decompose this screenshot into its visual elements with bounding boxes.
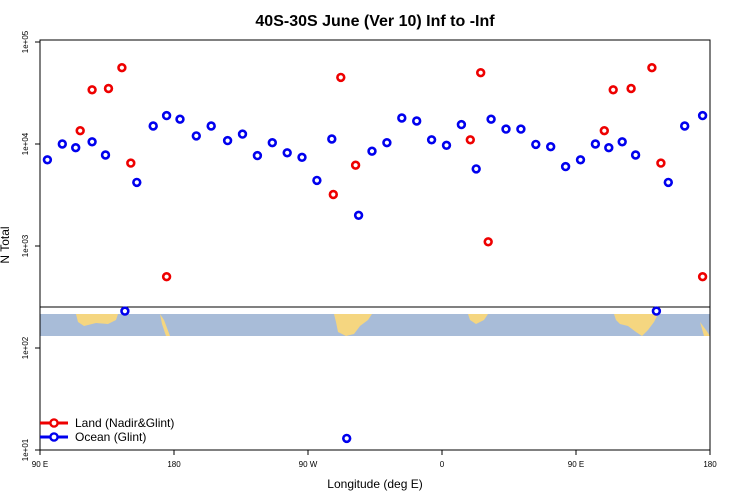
ocean-point — [651, 306, 662, 316]
ocean-point — [57, 139, 67, 149]
data-points — [42, 62, 708, 444]
ocean-point — [87, 137, 97, 147]
ocean-point — [100, 150, 111, 160]
land-point — [476, 67, 486, 78]
x-tick-label: 90 E — [568, 460, 584, 469]
ocean-point — [604, 143, 614, 153]
ocean-point — [516, 124, 526, 134]
ocean-point — [630, 150, 641, 160]
x-tick-label: 0 — [440, 460, 445, 469]
ocean-point — [617, 137, 627, 147]
ocean-point — [342, 433, 352, 444]
legend-label-land: Land (Nadir&Glint) — [75, 416, 174, 430]
ocean-point — [70, 143, 81, 153]
ocean-point — [697, 110, 708, 121]
ocean-point — [367, 146, 377, 156]
ocean-point — [282, 148, 292, 158]
ocean-point — [456, 119, 467, 130]
series-ocean — [42, 110, 708, 444]
x-tick-label: 180 — [703, 460, 717, 469]
ocean-point — [501, 124, 511, 134]
land-point — [697, 272, 708, 282]
land-point — [608, 85, 618, 95]
land-point — [126, 158, 136, 168]
ocean-point — [397, 113, 407, 123]
ocean-point — [206, 121, 216, 131]
ocean-point — [222, 135, 233, 146]
ocean-point — [531, 139, 541, 150]
ocean-point — [679, 121, 690, 131]
land-point — [328, 189, 338, 200]
ocean-point — [382, 138, 392, 148]
y-axis: 1e+01 1e+02 1e+03 1e+04 1e+05 — [21, 30, 40, 461]
land-point — [483, 237, 493, 247]
x-tick-label: 180 — [167, 460, 181, 469]
land-point — [465, 135, 475, 145]
y-tick-label: 1e+04 — [21, 132, 30, 155]
ocean-point — [486, 114, 496, 124]
legend-marker-ocean — [49, 432, 59, 442]
land-point — [647, 62, 657, 73]
y-tick-label: 1e+01 — [21, 438, 30, 461]
legend-label-ocean: Ocean (Glint) — [75, 430, 146, 444]
x-tick-label: 90 W — [299, 460, 318, 469]
land-point — [117, 62, 127, 73]
ocean-point — [545, 142, 556, 152]
y-tick-label: 1e+03 — [21, 234, 30, 257]
ocean-point — [175, 114, 185, 124]
ocean-point — [132, 177, 142, 188]
ocean-point — [161, 110, 172, 121]
y-tick-label: 1e+05 — [21, 30, 30, 53]
land-point — [87, 85, 97, 95]
ocean-point — [237, 129, 248, 139]
land-point — [336, 72, 346, 83]
ocean-point — [297, 152, 307, 163]
land-point — [161, 272, 172, 282]
y-axis-label: N Total — [0, 226, 12, 263]
plot-frame-lower — [39, 306, 711, 451]
series-land — [75, 62, 708, 282]
ocean-point — [441, 140, 452, 151]
x-axis-label: Longitude (deg E) — [327, 477, 422, 491]
ocean-point — [471, 164, 481, 174]
ocean-point — [267, 138, 277, 148]
ocean-point — [353, 210, 364, 221]
world-map-strip — [40, 314, 710, 336]
ocean-point — [312, 175, 322, 186]
legend: Land (Nadir&Glint) Ocean (Glint) — [40, 416, 174, 444]
ocean-point — [120, 306, 130, 316]
ocean-point — [252, 150, 263, 161]
chart-title: 40S-30S June (Ver 10) Inf to -Inf — [255, 13, 495, 30]
ocean-point — [412, 116, 422, 126]
ocean-point — [663, 177, 673, 188]
land-point — [656, 158, 666, 168]
ocean-point — [426, 135, 437, 145]
ocean-point — [42, 155, 53, 165]
ocean-point — [590, 139, 601, 149]
x-axis: 90 E 180 90 W 0 90 E 180 — [32, 450, 717, 469]
land-point — [350, 160, 361, 170]
land-point — [75, 125, 85, 136]
ocean-point — [191, 131, 202, 141]
ocean-point — [575, 155, 586, 165]
legend-marker-land — [49, 418, 59, 428]
x-tick-label: 90 E — [32, 460, 48, 469]
y-tick-label: 1e+02 — [21, 336, 30, 359]
ocean-point — [327, 134, 337, 144]
land-point — [103, 83, 114, 94]
ocean-point — [560, 161, 571, 172]
ocean-point — [148, 121, 158, 131]
land-point — [626, 83, 636, 94]
land-point — [599, 125, 609, 136]
